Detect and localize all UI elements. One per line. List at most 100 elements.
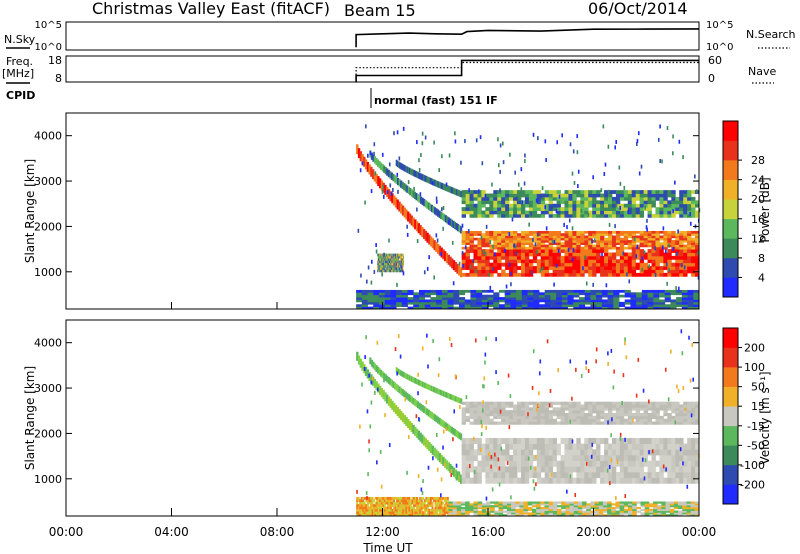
velocity-block-cell [695,401,700,405]
velocity-block-cell [607,514,612,517]
power-block-cell [572,237,577,241]
power-block-cell [383,264,385,268]
power-block-cell [465,255,470,260]
velocity-block-cell [682,506,687,510]
power-block-cell [509,252,514,257]
velocity-block-cell [556,449,561,456]
power-block-cell [385,269,386,273]
power-block-cell [489,207,494,211]
power-block-cell [600,244,605,248]
power-block-cell [381,267,383,270]
power-block-cell [584,190,589,194]
power-band-cell [438,181,441,189]
power-block-cell [453,294,460,298]
velocity-block-cell [572,449,577,456]
velocity-block-cell [560,466,565,473]
power-block-cell [384,262,386,266]
power-block-cell [380,253,382,257]
velocity-block-cell [678,505,683,508]
power-block-cell [647,269,652,274]
power-block-cell [584,246,589,250]
velocity-echo-point [535,407,538,412]
power-block-cell [377,262,379,266]
velocity-block-cell [382,506,385,510]
power-block-cell [383,269,385,273]
power-block-cell [424,292,431,296]
power-block-cell [395,255,397,259]
power-block-cell [485,233,490,236]
power-block-cell [655,210,660,215]
velocity-block-cell [659,404,664,408]
velocity-block-cell [528,410,534,414]
power-block-cell [655,272,660,277]
velocity-block-cell [465,477,470,484]
power-block-cell [477,255,482,260]
power-block-cell [561,299,568,303]
power-block-cell [377,267,379,270]
velocity-band-cell [438,417,441,425]
velocity-block-cell [556,477,561,484]
power-block-cell [396,262,398,266]
velocity-echo-point [665,467,667,472]
power-block-cell [544,207,550,211]
velocity-block-cell [411,506,414,510]
power-block-cell [501,233,506,236]
power-block-cell [391,260,393,264]
velocity-block-cell [569,510,575,513]
power-block-cell [378,264,379,268]
power-block-cell [683,237,688,241]
power-block-cell [655,237,660,241]
power-block-cell [540,244,546,248]
power-block-cell [568,190,573,194]
velocity-block-cell [520,404,526,408]
velocity-block-cell [582,510,587,513]
power-block-cell [623,262,629,267]
velocity-block-cell [426,511,429,515]
power-block-cell [561,304,568,308]
velocity-block-cell [592,471,597,479]
velocity-block-cell [388,496,391,500]
velocity-block-cell [505,415,510,420]
velocity-band-cell [387,377,390,384]
velocity-block-cell [511,512,516,515]
velocity-block-cell [695,477,700,484]
power-block-cell [389,269,391,273]
velocity-block-cell [363,513,366,517]
velocity-echo-point [497,457,500,462]
power-block-cell [624,292,631,296]
power-block-cell [383,262,385,266]
power-block-cell [380,253,382,257]
velocity-block-cell [357,496,360,500]
power-block-cell [655,233,660,236]
velocity-block-cell [573,501,579,504]
power-block-cell [527,301,534,305]
power-block-cell [552,213,557,218]
power-block-cell [393,258,395,261]
velocity-block-cell [425,506,428,510]
velocity-echo-point [417,391,419,396]
velocity-block-cell [362,499,365,503]
velocity-block-cell [560,413,565,417]
velocity-block-cell [461,460,466,467]
power-block-cell [568,249,573,253]
velocity-block-cell [385,499,388,503]
velocity-block-cell [682,508,687,511]
power-block-cell [639,272,645,277]
power-block-cell [378,264,380,268]
power-block-cell [550,304,557,308]
velocity-block-cell [540,503,545,506]
power-block-cell [401,260,403,264]
power-echo-point [469,264,472,269]
velocity-echo-point [532,479,535,484]
power-block-cell [395,260,397,264]
power-block-cell [671,190,676,194]
power-block-cell [627,255,633,260]
power-block-cell [391,253,393,257]
velocity-block-cell [517,477,522,484]
velocity-block-cell [536,413,542,417]
power-block-cell [636,301,643,305]
velocity-block-cell [687,466,692,473]
velocity-echo-point [495,337,497,342]
velocity-echo-point [399,354,402,359]
power-block-cell [382,255,384,259]
